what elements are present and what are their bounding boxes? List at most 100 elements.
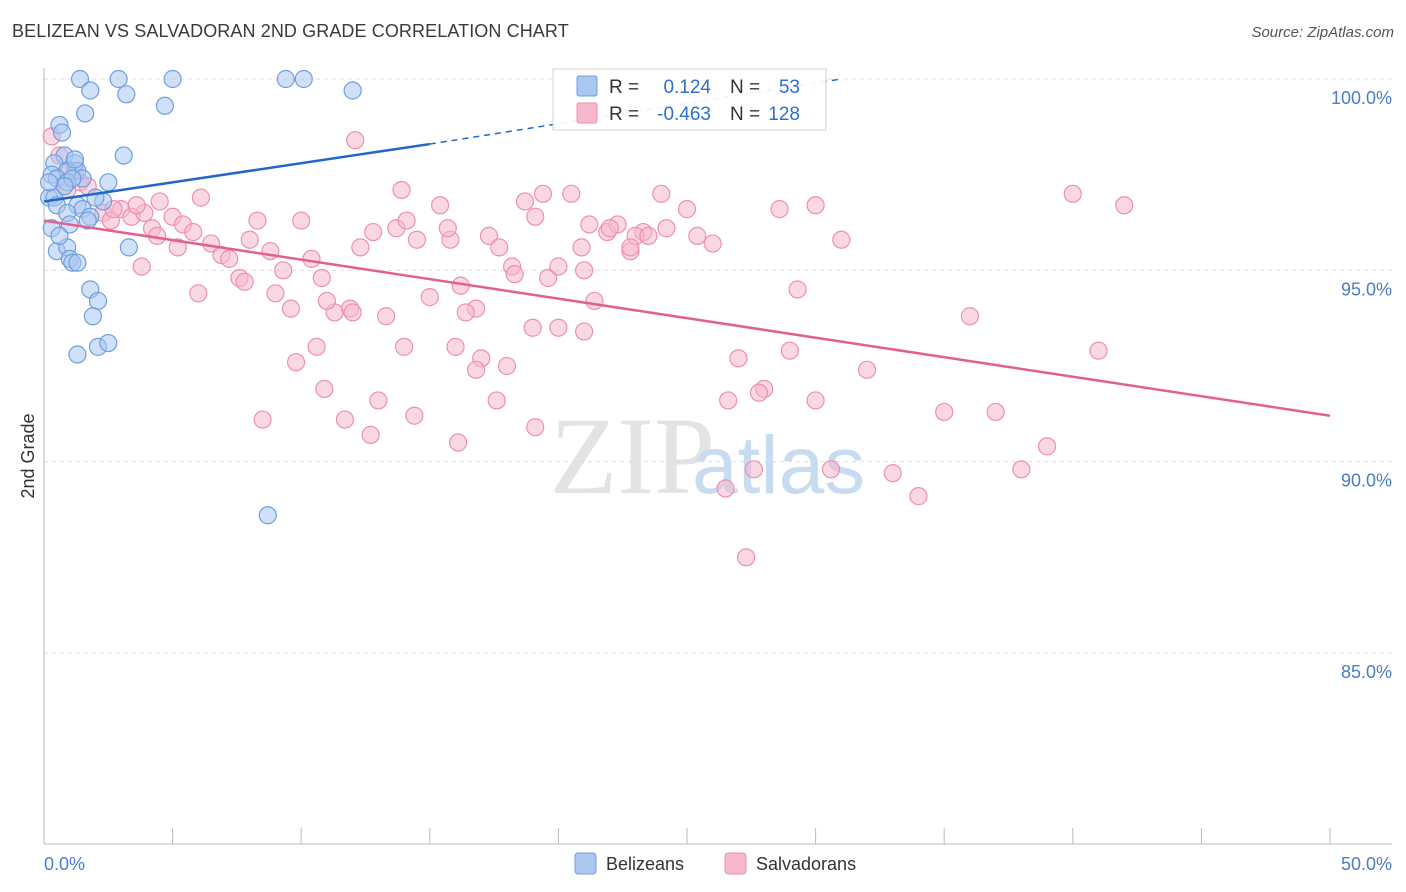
salvadorans-point [335, 410, 355, 429]
belizeans-point [343, 81, 362, 100]
salvadorans-point [935, 402, 954, 422]
salvadorans-point [562, 184, 581, 203]
salvadorans-point [361, 425, 380, 444]
legend-r-label-2: R = [609, 104, 639, 125]
chart-title: BELIZEAN VS SALVADORAN 2ND GRADE CORRELA… [12, 21, 569, 41]
salvadorans-point [446, 337, 465, 356]
x-tick-label-min: 0.0% [44, 854, 85, 874]
belizeans-trend-extension [429, 78, 842, 145]
salvadorans-point [1115, 196, 1134, 215]
salvadorans-point [703, 234, 722, 253]
salvadorans-point [487, 391, 506, 410]
salvadorans-point [168, 238, 187, 257]
legend-swatch-belizeans [576, 75, 598, 97]
salvadorans-point [652, 184, 671, 203]
salvadorans-point [407, 230, 427, 249]
salvadorans-point [497, 356, 517, 376]
legend-swatch-salvadorans [576, 102, 598, 124]
source-label: Source: ZipAtlas.com [1251, 24, 1394, 41]
salvadorans-point [312, 268, 331, 288]
salvadorans-point [150, 192, 169, 211]
salvadorans-point [788, 280, 807, 299]
salvadorans-point [1063, 184, 1082, 203]
salvadorans-point [549, 257, 568, 276]
salvadorans-point [600, 219, 619, 238]
belizeans-point [117, 85, 136, 104]
salvadorans-point [526, 207, 545, 226]
belizeans-point [294, 69, 313, 89]
salvadorans-point [572, 238, 591, 257]
salvadorans-point [466, 360, 486, 379]
salvadorans-point [317, 291, 337, 311]
salvadorans-point [585, 291, 604, 311]
salvadorans-point [1089, 341, 1108, 360]
y-tick-label: 85.0% [1341, 662, 1392, 682]
series-legend-swatch-belizeans [574, 852, 597, 875]
salvadorans-point [909, 487, 928, 506]
salvadorans-point [253, 410, 272, 429]
belizeans-point [81, 81, 100, 100]
salvadorans-point [737, 548, 756, 567]
salvadorans-point [780, 341, 799, 360]
salvadorans-point [189, 284, 208, 303]
salvadorans-point [307, 337, 326, 356]
legend-r-value-2: -0.463 [657, 104, 711, 125]
belizeans-point [65, 150, 84, 169]
belizeans-point [40, 173, 59, 192]
salvadorans-point [405, 406, 424, 425]
salvadorans-point [302, 249, 321, 268]
salvadorans-point [376, 307, 396, 326]
x-axis-ticks [172, 828, 1331, 844]
salvadorans-point [184, 222, 203, 242]
salvadorans-point [515, 192, 535, 211]
salvadorans-point [132, 257, 151, 276]
salvadorans-point [281, 299, 301, 318]
y-tick-label: 90.0% [1341, 471, 1392, 491]
salvadorans-point [479, 226, 499, 245]
stats-legend: R = 0.124 N = 53 R = -0.463 N = 128 [552, 68, 827, 131]
salvadorans-point [677, 200, 697, 219]
belizeans-point [88, 291, 108, 311]
watermark: ZIP atlas [550, 395, 865, 517]
legend-r-value-1: 0.124 [663, 77, 711, 98]
belizeans-point [258, 506, 277, 525]
gridlines [44, 78, 1392, 654]
salvadorans-point [490, 238, 509, 257]
salvadorans-point [315, 379, 334, 399]
salvadorans-point [343, 303, 362, 322]
salvadorans-point [639, 226, 658, 245]
salvadorans-point [832, 230, 851, 249]
watermark-zip: ZIP [550, 395, 715, 517]
belizeans-point [70, 69, 90, 89]
salvadorans-point [346, 131, 365, 150]
salvadorans-point [235, 272, 254, 291]
salvadorans-point [657, 219, 676, 238]
salvadorans-point [438, 219, 457, 238]
salvadorans-point [394, 337, 414, 356]
belizeans-point [155, 96, 174, 115]
salvadorans-point [397, 211, 416, 230]
y-axis-title: 2nd Grade [18, 413, 38, 498]
salvadorans-point [770, 200, 789, 219]
salvadorans-point [274, 261, 293, 280]
legend-r-label-1: R = [609, 77, 639, 98]
salvadorans-point [523, 318, 542, 337]
salvadorans-point [716, 479, 735, 498]
belizeans-point [114, 146, 133, 165]
salvadorans-point [621, 238, 640, 257]
salvadorans-point [248, 211, 267, 230]
salvadorans-point [220, 249, 239, 268]
salvadorans-point [369, 391, 388, 410]
salvadorans-point [261, 242, 280, 261]
salvadorans-point [719, 391, 738, 410]
belizeans-points [40, 69, 362, 525]
salvadorans-points [42, 127, 1134, 567]
salvadorans-point [286, 353, 306, 372]
legend-n-value-2: 128 [768, 104, 800, 125]
salvadorans-point [549, 318, 568, 337]
y-tick-label: 100.0% [1331, 88, 1392, 108]
belizeans-point [109, 69, 128, 89]
salvadorans-point [960, 307, 980, 326]
salvadorans-point [749, 383, 769, 402]
salvadorans-point [505, 265, 524, 284]
